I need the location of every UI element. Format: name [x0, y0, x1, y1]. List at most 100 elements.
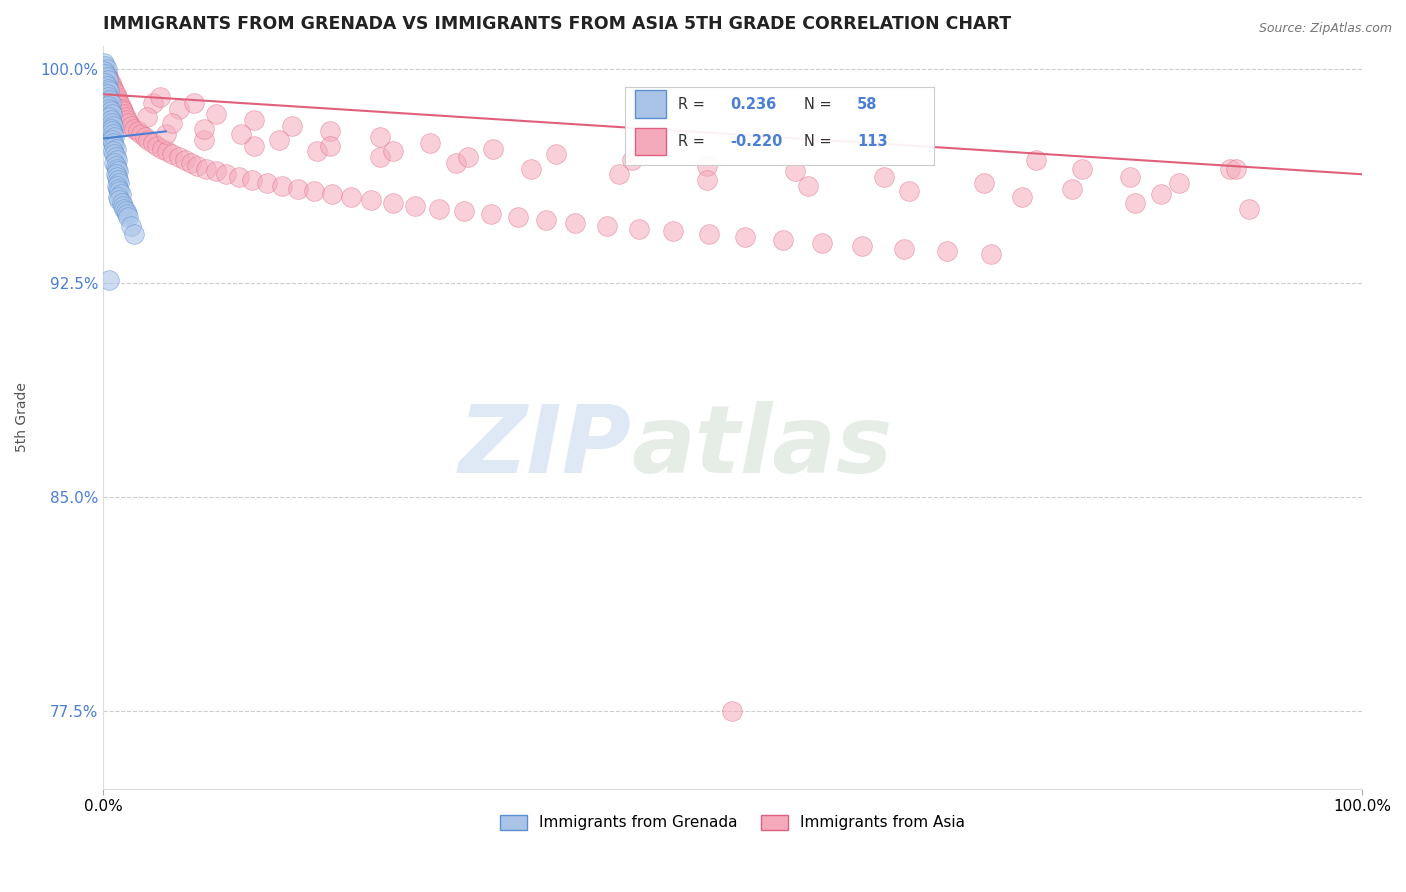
Point — [160, 116, 183, 130]
Point — [240, 173, 263, 187]
Point — [404, 199, 426, 213]
Point — [107, 190, 129, 204]
Point — [101, 116, 124, 130]
Point — [105, 161, 128, 176]
Point — [195, 161, 218, 176]
Text: atlas: atlas — [631, 401, 893, 492]
Point — [114, 110, 136, 124]
Point — [100, 112, 122, 127]
Point — [183, 95, 205, 110]
Point — [1168, 176, 1191, 190]
Point — [546, 147, 568, 161]
Point — [97, 90, 120, 104]
Point — [96, 78, 118, 93]
Point — [304, 185, 326, 199]
Point — [110, 98, 132, 112]
Point — [100, 121, 122, 136]
Point — [205, 107, 228, 121]
Point — [108, 193, 131, 207]
Point — [124, 227, 146, 242]
Point — [124, 121, 146, 136]
Point — [785, 164, 807, 178]
Point — [96, 67, 118, 81]
Point — [104, 142, 127, 156]
Point — [96, 70, 118, 84]
Point — [243, 138, 266, 153]
Point — [1025, 153, 1047, 167]
Point — [156, 145, 179, 159]
Point — [112, 107, 135, 121]
Point — [872, 170, 894, 185]
Point — [270, 178, 292, 193]
Point — [381, 195, 404, 210]
Point — [150, 142, 173, 156]
Point — [1237, 202, 1260, 216]
Point — [107, 173, 129, 187]
Point — [160, 147, 183, 161]
Point — [100, 95, 122, 110]
Point — [98, 102, 121, 116]
Point — [112, 104, 135, 119]
Point — [186, 159, 208, 173]
Point — [696, 173, 718, 187]
Point — [1219, 161, 1241, 176]
Point — [721, 705, 744, 719]
Point — [94, 67, 117, 81]
Point — [193, 121, 215, 136]
Point — [797, 178, 820, 193]
Point — [620, 153, 643, 167]
Point — [98, 110, 121, 124]
Text: ZIP: ZIP — [458, 401, 631, 492]
Point — [564, 216, 586, 230]
Point — [103, 84, 125, 98]
Point — [935, 244, 957, 259]
Point — [134, 130, 156, 145]
Point — [98, 273, 121, 287]
Point — [368, 130, 391, 145]
Point — [340, 190, 363, 204]
Point — [117, 116, 139, 130]
Point — [101, 136, 124, 150]
Point — [120, 219, 142, 233]
Point — [97, 70, 120, 84]
Point — [173, 153, 195, 167]
Point — [1225, 161, 1247, 176]
Point — [107, 93, 129, 107]
Point — [105, 170, 128, 185]
Point — [136, 133, 159, 147]
Point — [97, 98, 120, 112]
Point — [155, 127, 177, 141]
Point — [108, 176, 131, 190]
Point — [321, 187, 343, 202]
Point — [96, 62, 118, 76]
Point — [98, 73, 121, 87]
Point — [94, 76, 117, 90]
Point — [101, 127, 124, 141]
Point — [662, 224, 685, 238]
Point — [142, 136, 165, 150]
Point — [101, 145, 124, 159]
Point — [269, 133, 291, 147]
Point — [149, 90, 172, 104]
Point — [180, 156, 202, 170]
Point — [104, 150, 127, 164]
Point — [427, 202, 450, 216]
Point — [115, 112, 138, 127]
Point — [607, 167, 630, 181]
Point — [100, 104, 122, 119]
Point — [381, 145, 404, 159]
Point — [893, 242, 915, 256]
Y-axis label: 5th Grade: 5th Grade — [15, 382, 30, 452]
Point — [697, 227, 720, 242]
Point — [453, 204, 475, 219]
Point — [114, 204, 136, 219]
Point — [897, 185, 920, 199]
Point — [1125, 195, 1147, 210]
Point — [105, 90, 128, 104]
Point — [101, 133, 124, 147]
Text: Source: ZipAtlas.com: Source: ZipAtlas.com — [1258, 22, 1392, 36]
Point — [205, 164, 228, 178]
Point — [117, 210, 139, 224]
Point — [167, 150, 190, 164]
Point — [98, 93, 121, 107]
